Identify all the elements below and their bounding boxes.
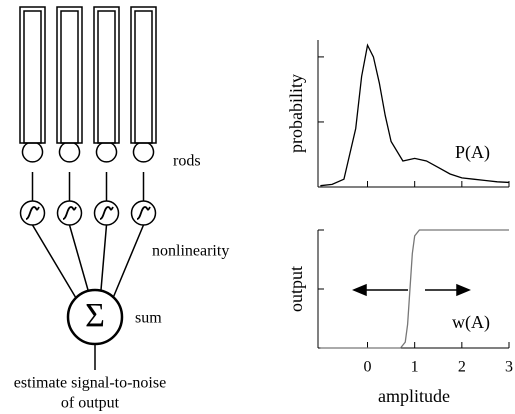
arrows	[352, 283, 471, 297]
data-line	[320, 43, 510, 187]
sum-label: sum	[135, 310, 162, 327]
x-tick-label: 2	[458, 359, 466, 376]
output-label: estimate signal-to-noise	[14, 375, 166, 392]
data-line	[320, 229, 509, 349]
x-tick-label: 3	[505, 359, 513, 376]
y-axis-label: output	[286, 266, 306, 312]
annotation: w(A)	[452, 312, 490, 333]
sum-symbol: Σ	[85, 297, 105, 334]
diagram: Σ rods nonlinearity sum estimate signal-…	[14, 6, 229, 412]
output-label: of output	[61, 395, 120, 412]
rods	[19, 6, 157, 370]
rods-label: rods	[173, 153, 201, 170]
x-axis-label: amplitude	[378, 386, 450, 406]
annotation: P(A)	[455, 142, 490, 163]
nonlinearity-label: nonlinearity	[152, 243, 229, 260]
x-tick-label: 0	[364, 359, 372, 376]
x-tick-label: 1	[411, 359, 419, 376]
y-axis-label: probability	[286, 74, 306, 153]
